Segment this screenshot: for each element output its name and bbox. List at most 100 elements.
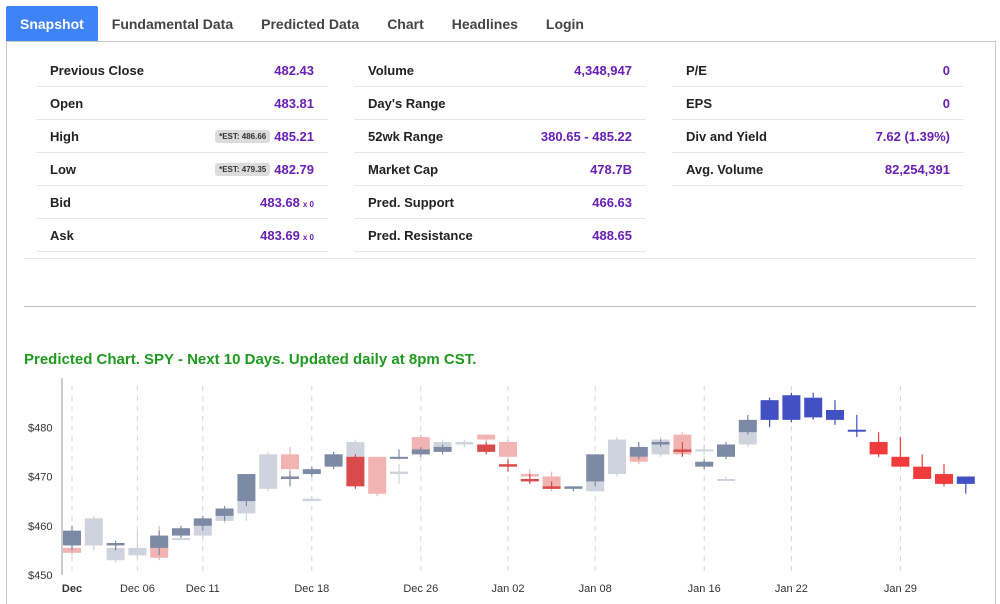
stat-row: P/E 0 — [672, 54, 964, 87]
stat-value: 483.69 — [260, 227, 300, 243]
stat-label: 52wk Range — [368, 128, 444, 144]
x-tick-label: Dec 06 — [120, 583, 155, 595]
tab-chart[interactable]: Chart — [387, 16, 424, 32]
stat-value: 483.81 — [274, 95, 314, 111]
snapshot-panel — [6, 41, 996, 604]
x-tick-label: Dec — [62, 583, 82, 595]
section-divider — [24, 258, 976, 259]
stat-value-group: *EST: 479.35 482.79 — [215, 162, 314, 177]
actual-candle-body — [106, 542, 125, 546]
stat-label: Previous Close — [50, 62, 144, 78]
past_prediction-candle-body — [368, 456, 387, 494]
tab-snapshot[interactable]: Snapshot — [6, 6, 98, 42]
actual-candle-body — [477, 444, 496, 452]
stat-value: 482.79 — [274, 161, 314, 177]
stat-label: Pred. Support — [368, 194, 454, 210]
past_prediction-candle-body — [695, 449, 714, 452]
actual-candle-body — [411, 449, 430, 455]
stat-label: Low — [50, 161, 76, 177]
stat-label: Div and Yield — [686, 128, 767, 144]
x-tick-label: Dec 11 — [186, 583, 220, 595]
stat-label: EPS — [686, 95, 713, 111]
stat-row: EPS 0 — [672, 87, 964, 120]
stat-value: 478.7B — [590, 161, 632, 177]
stat-value: 4,348,947 — [574, 62, 632, 78]
stat-value-group: 380.65 - 485.22 — [541, 129, 632, 144]
y-tick-label: $470 — [28, 472, 52, 484]
stat-label: Ask — [50, 227, 74, 243]
stat-row: Div and Yield 7.62 (1.39%) — [672, 120, 964, 153]
section-divider — [24, 306, 976, 307]
past_prediction-candle-body — [128, 547, 147, 556]
past_prediction-candle-body — [455, 442, 474, 445]
stat-value: 482.43 — [274, 62, 314, 78]
y-tick-label: $460 — [28, 521, 52, 533]
past_prediction-candle-body — [629, 456, 648, 462]
actual-candle-body — [499, 464, 517, 467]
y-tick-label: $450 — [28, 570, 52, 582]
tab-fundamental-data[interactable]: Fundamental Data — [111, 16, 234, 32]
stat-value: 483.68 — [260, 194, 300, 210]
stat-value: 7.62 (1.39%) — [875, 128, 950, 144]
tab-login[interactable]: Login — [545, 16, 584, 32]
stat-row: Pred. Resistance 488.65 — [354, 219, 646, 252]
stat-row: Market Cap 478.7B — [354, 153, 646, 186]
tab-bar: Snapshot Fundamental Data Predicted Data Ch… — [6, 6, 598, 42]
stat-value-group: 483.81 — [274, 96, 314, 111]
y-tick-label: $480 — [28, 422, 52, 434]
tab-headlines[interactable]: Headlines — [451, 16, 518, 32]
stat-row: 52wk Range 380.65 - 485.22 — [354, 120, 646, 153]
stat-value-group: 4,348,947 — [574, 63, 632, 78]
stat-value-group: 483.68 x 0 — [260, 195, 314, 210]
actual-candle-body — [717, 444, 735, 457]
past_prediction-candle-body — [172, 538, 190, 541]
actual-candle-body — [520, 478, 539, 482]
actual-candle-body — [324, 454, 343, 467]
stat-row: Pred. Support 466.63 — [354, 186, 646, 219]
prediction-candle-body — [913, 466, 932, 479]
stat-value-group: 482.43 — [274, 63, 314, 78]
actual-candle-body — [172, 528, 190, 536]
past_prediction-candle-body — [390, 471, 408, 475]
stats-column-quote: Previous Close 482.43 Open 483.81 High *EST: … — [36, 54, 328, 252]
stat-value: 466.63 — [592, 194, 632, 210]
stat-value-group: 488.65 — [592, 228, 632, 243]
prediction-candle-body — [826, 410, 844, 420]
actual-candle-body — [651, 442, 670, 445]
actual-candle-body — [586, 454, 605, 482]
stat-value: 488.65 — [592, 227, 632, 243]
stat-label: Open — [50, 95, 84, 111]
estimate-badge: *EST: 479.35 — [215, 162, 271, 176]
past_prediction-candle-body — [608, 439, 626, 475]
actual-candle-body — [346, 456, 365, 487]
x-tick-label: Dec 18 — [294, 583, 329, 595]
prediction-candle-body — [956, 476, 975, 484]
actual-candle-body — [433, 446, 452, 452]
estimate-badge: *EST: 486.66 — [215, 129, 271, 143]
stat-value-group: 466.63 — [592, 195, 632, 210]
stat-value: 0 — [942, 95, 950, 111]
stat-value-group: 82,254,391 — [885, 162, 950, 177]
stat-label: High — [50, 128, 79, 144]
stat-row: Bid 483.68 x 0 — [36, 186, 328, 219]
stat-label: Market Cap — [368, 161, 439, 177]
stat-value-group: *EST: 486.66 485.21 — [215, 129, 314, 144]
stat-value: 380.65 - 485.22 — [540, 128, 632, 144]
stat-label: Bid — [50, 194, 71, 210]
order-size: x 0 — [302, 232, 314, 242]
actual-candle-body — [564, 486, 583, 489]
past_prediction-candle-body — [499, 442, 517, 457]
stats-column-range: Volume 4,348,947 Day's Range 52wk Range 380.… — [354, 54, 646, 252]
stats-column-fundamentals: P/E 0 EPS 0 Div and Yield 7.62 (1.39%) Avg. Vo… — [672, 54, 964, 186]
actual-candle-body — [695, 461, 714, 467]
tab-predicted-data[interactable]: Predicted Data — [261, 16, 360, 32]
stat-label: P/E — [686, 62, 707, 78]
tab-bar-divider — [6, 41, 996, 42]
prediction-candle-body — [869, 442, 888, 455]
actual-candle-body — [673, 449, 692, 452]
actual-candle-body — [542, 486, 561, 489]
stat-label: Day's Range — [368, 95, 446, 111]
stat-row: Day's Range — [354, 87, 646, 120]
chart-title: Predicted Chart. SPY - Next 10 Days. Upd… — [24, 351, 477, 368]
stat-value-group: 0 — [943, 96, 950, 111]
